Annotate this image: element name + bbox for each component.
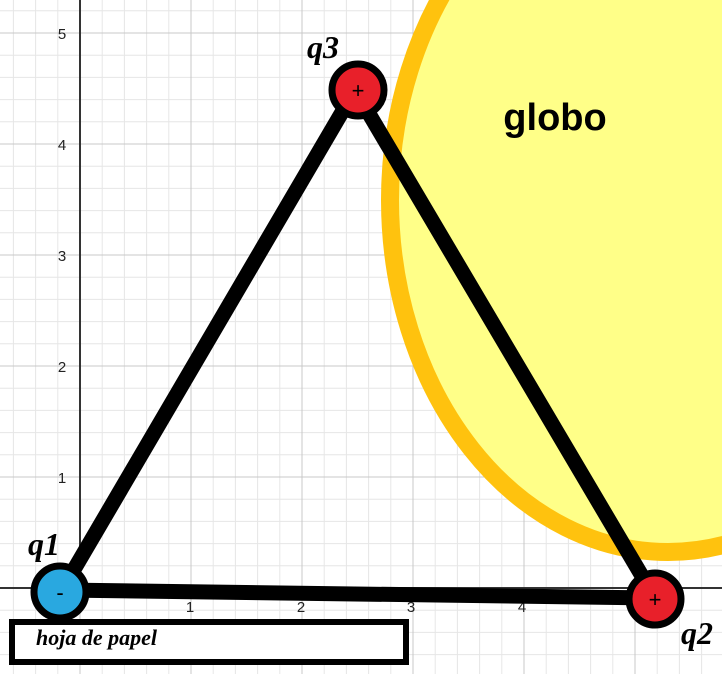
charge-q2: + q2 <box>625 569 713 651</box>
charge-q3-sign: + <box>352 78 365 103</box>
balloon-shape <box>381 0 722 561</box>
charge-q1: - q1 <box>28 526 90 622</box>
charge-triangle <box>54 82 663 606</box>
y-tick-3: 3 <box>58 248 66 265</box>
x-tick-1: 1 <box>186 599 194 616</box>
charge-q2-sign: + <box>649 587 662 612</box>
x-tick-3: 3 <box>407 599 415 616</box>
y-tick-5: 5 <box>58 26 66 43</box>
charge-q3-circle <box>328 60 388 120</box>
balloon-label: globo <box>503 97 606 139</box>
x-tick-4: 4 <box>518 599 526 616</box>
y-tick-4: 4 <box>58 137 66 154</box>
paper-sheet: hoja de papel <box>9 619 409 665</box>
charge-q3: + q3 <box>307 29 388 120</box>
paper-sheet-label: hoja de papel <box>36 625 158 650</box>
charge-q2-circle <box>625 569 685 629</box>
y-tick-1: 1 <box>58 470 66 487</box>
charge-q1-label: q1 <box>28 526 60 562</box>
charge-q3-label: q3 <box>307 29 339 65</box>
paper-sheet-box <box>9 619 409 665</box>
y-tick-2: 2 <box>58 359 66 376</box>
charge-q1-sign: - <box>56 580 63 605</box>
charge-q2-label: q2 <box>681 615 713 651</box>
charge-q1-circle <box>30 562 90 622</box>
x-tick-2: 2 <box>297 599 305 616</box>
